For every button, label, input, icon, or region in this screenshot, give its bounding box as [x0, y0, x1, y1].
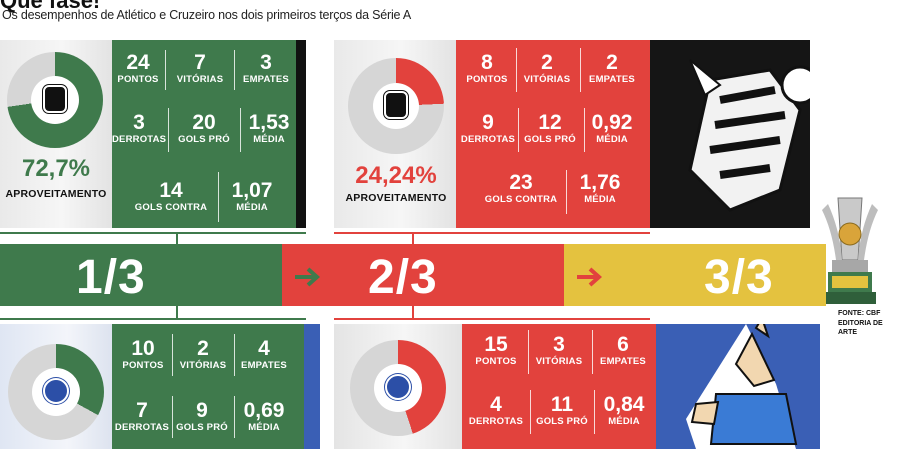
cruzeiro-first-gols-pro: 9 GOLS PRÓ — [176, 399, 228, 434]
atletico-second-aproveitamento-label: APROVEITAMENTO — [345, 192, 447, 204]
atletico-second-derrotas: 9 DERROTAS — [460, 111, 516, 146]
cruzeiro-second-stats — [462, 324, 656, 449]
cruzeiro-first-empates: 4 EMPATES — [241, 337, 287, 372]
atletico-first-derrotas: 3 DERROTAS — [112, 111, 167, 146]
cruzeiro-first-stats — [112, 324, 306, 449]
cruzeiro-second-vitorias: 3 VITÓRIAS — [535, 333, 583, 368]
atletico-first-aproveitamento: 72,7% — [21, 155, 91, 182]
cruzeiro-first-donut — [8, 344, 104, 440]
cruzeiro-second-media-pro: 0,84 MÉDIA — [603, 393, 645, 428]
fox-mascot-icon — [656, 324, 820, 449]
cruzeiro-first-media-pro: 0,69 MÉDIA — [243, 399, 285, 434]
rooster-mascot-icon — [650, 40, 820, 228]
atletico-first-media-pro: 1,53 MÉDIA — [248, 111, 290, 146]
cruzeiro-second-donut — [350, 340, 446, 436]
atletico-second-stats — [456, 40, 650, 228]
fox-mascot-area — [656, 324, 820, 449]
atletico-second-gols-pro: 12 GOLS PRÓ — [524, 111, 576, 146]
atletico-second-media-contra: 1,76 MÉDIA — [579, 171, 621, 206]
credit-desk: EDITORIA DE ARTE — [838, 320, 883, 336]
atletico-first-gols-pro: 20 GOLS PRÓ — [178, 111, 230, 146]
trophy-icon — [822, 197, 878, 304]
cruzeiro-first-vitorias: 2 VITÓRIAS — [179, 337, 227, 372]
atletico-first-stats — [112, 40, 306, 228]
atletico-first-media-contra: 1,07 MÉDIA — [231, 179, 273, 214]
atletico-crest-icon — [43, 85, 67, 113]
atletico-crest-icon — [384, 91, 408, 119]
atletico-second-empates: 2 EMPATES — [589, 51, 635, 86]
atletico-first-donut — [7, 52, 103, 148]
cruzeiro-second-derrotas: 4 DERROTAS — [468, 393, 524, 428]
period-third: 3/3 — [704, 251, 774, 304]
cruzeiro-first-pontos: 10 PONTOS — [122, 337, 164, 372]
atletico-first-gols-contra: 14 GOLS CONTRA — [134, 179, 208, 214]
atletico-second-donut — [348, 58, 444, 154]
atletico-first-pontos: 24 PONTOS — [117, 51, 159, 86]
band-red — [282, 244, 564, 306]
rooster-mascot-area — [650, 40, 820, 228]
subtitle: Os desempenhos de Atlético e Cruzeiro no… — [2, 8, 412, 22]
band-yellow — [564, 244, 826, 306]
atletico-second-aproveitamento: 24,24% — [355, 162, 437, 189]
arrow-right-icon — [577, 267, 603, 287]
atletico-second-media-pro: 0,92 MÉDIA — [591, 111, 633, 146]
atletico-second-vitorias: 2 VITÓRIAS — [523, 51, 571, 86]
cruzeiro-first-derrotas: 7 DERROTAS — [114, 399, 170, 434]
cruzeiro-crest-icon — [385, 374, 411, 400]
atletico-second-pontos: 8 PONTOS — [466, 51, 508, 86]
atletico-second-gols-contra: 23 GOLS CONTRA — [484, 171, 558, 206]
period-first: 1/3 — [76, 251, 146, 304]
cruzeiro-second-empates: 6 EMPATES — [600, 333, 646, 368]
cruzeiro-second-gols-pro: 11 GOLS PRÓ — [536, 393, 588, 428]
atletico-first-aproveitamento-label: APROVEITAMENTO — [5, 188, 107, 200]
cruzeiro-crest-icon — [43, 378, 69, 404]
headline: Que fase! — [0, 0, 101, 13]
cruzeiro-second-pontos: 15 PONTOS — [475, 333, 517, 368]
period-second: 2/3 — [368, 251, 438, 304]
arrow-right-icon — [295, 267, 321, 287]
atletico-first-empates: 3 EMPATES — [243, 51, 289, 86]
atletico-first-vitorias: 7 VITÓRIAS — [176, 51, 224, 86]
band-green — [0, 244, 282, 306]
credit-source: FONTE: CBF — [838, 310, 881, 317]
